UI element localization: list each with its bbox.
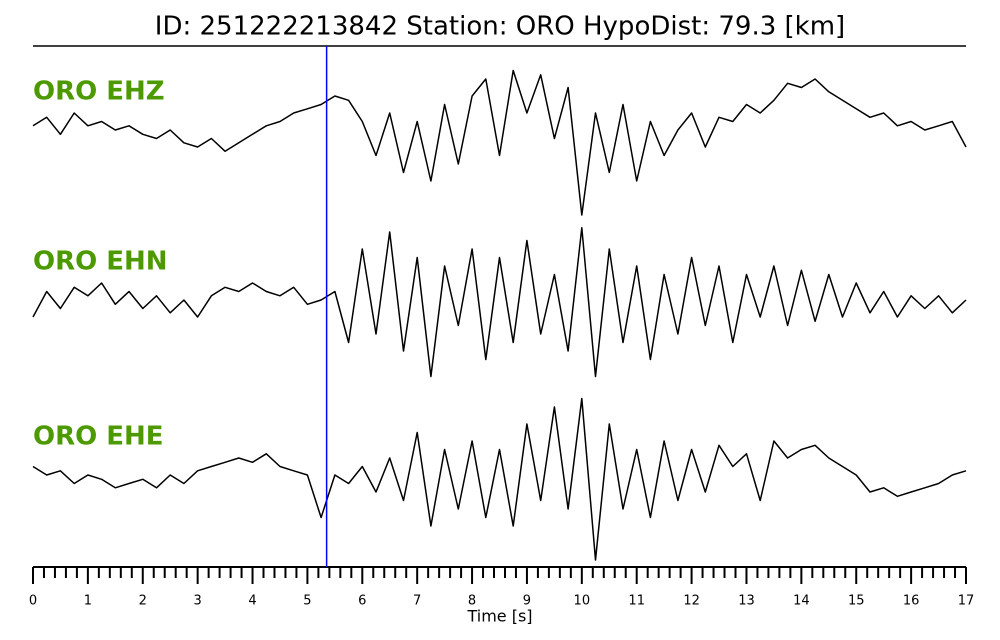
- x-tick-label: 10: [574, 594, 591, 609]
- x-tick-label: 12: [683, 594, 700, 609]
- x-tick-label: 13: [738, 594, 755, 609]
- x-tick-label: 16: [903, 594, 920, 609]
- x-tick-label: 0: [29, 594, 37, 609]
- waveform: [32, 227, 967, 378]
- x-tick-label: 6: [358, 594, 366, 609]
- x-tick-label: 7: [413, 594, 421, 609]
- x-tick-label: 9: [523, 594, 531, 609]
- trace-label: ORO EHE: [33, 422, 164, 452]
- x-tick-label: 4: [248, 594, 256, 609]
- waveform: [32, 397, 967, 561]
- trace-label: ORO EHN: [33, 247, 168, 277]
- chart-title: ID: 251222213842 Station: ORO HypoDist: …: [155, 12, 845, 42]
- x-tick-label: 14: [793, 594, 810, 609]
- x-tick-label: 3: [194, 594, 202, 609]
- x-tick-label: 1: [84, 594, 92, 609]
- waveform: [32, 69, 967, 216]
- x-tick-label: 5: [303, 594, 311, 609]
- x-tick-label: 8: [468, 594, 476, 609]
- x-axis-label: Time [s]: [466, 607, 532, 626]
- x-tick-label: 2: [139, 594, 147, 609]
- trace-label: ORO EHZ: [33, 77, 165, 107]
- x-tick-label: 15: [848, 594, 865, 609]
- x-tick-label: 17: [958, 594, 975, 609]
- x-tick-label: 11: [628, 594, 645, 609]
